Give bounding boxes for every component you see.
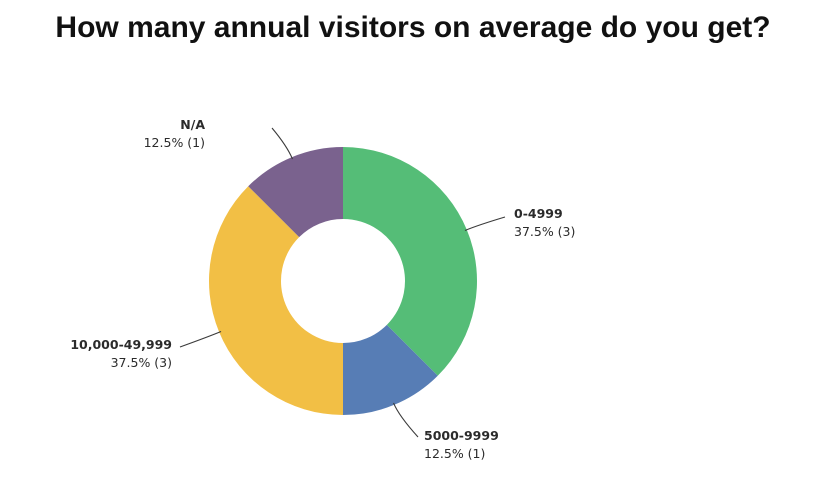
slice-label-5000-9999: 5000-9999	[424, 428, 499, 443]
slice-value-10-000-49-999: 37.5% (3)	[111, 355, 172, 370]
slice-label-0-4999: 0-4999	[514, 206, 563, 221]
leader-line-10-000-49-999	[179, 331, 222, 348]
slice-5000-9999	[343, 324, 438, 415]
leader-line-0-4999	[464, 216, 506, 231]
slice-labels: 0-4999 37.5% (3) 5000-9999 12.5% (1) 10,000-…	[70, 117, 575, 461]
leader-lines	[179, 127, 506, 438]
slice-value-n-a: 12.5% (1)	[144, 135, 205, 150]
slice-label-n-a: N/A	[180, 117, 205, 132]
slice-0-4999	[343, 147, 477, 376]
leader-line-n-a	[271, 127, 293, 160]
slice-value-5000-9999: 12.5% (1)	[424, 446, 485, 461]
slice-value-0-4999: 37.5% (3)	[514, 224, 575, 239]
slice-n-a	[248, 147, 343, 238]
chart-title: How many annual visitors on average do y…	[55, 11, 771, 44]
donut-slices	[209, 147, 477, 415]
slice-10-000-49-999	[209, 186, 343, 415]
leader-line-5000-9999	[393, 402, 419, 438]
slice-label-10-000-49-999: 10,000-49,999	[70, 337, 172, 352]
